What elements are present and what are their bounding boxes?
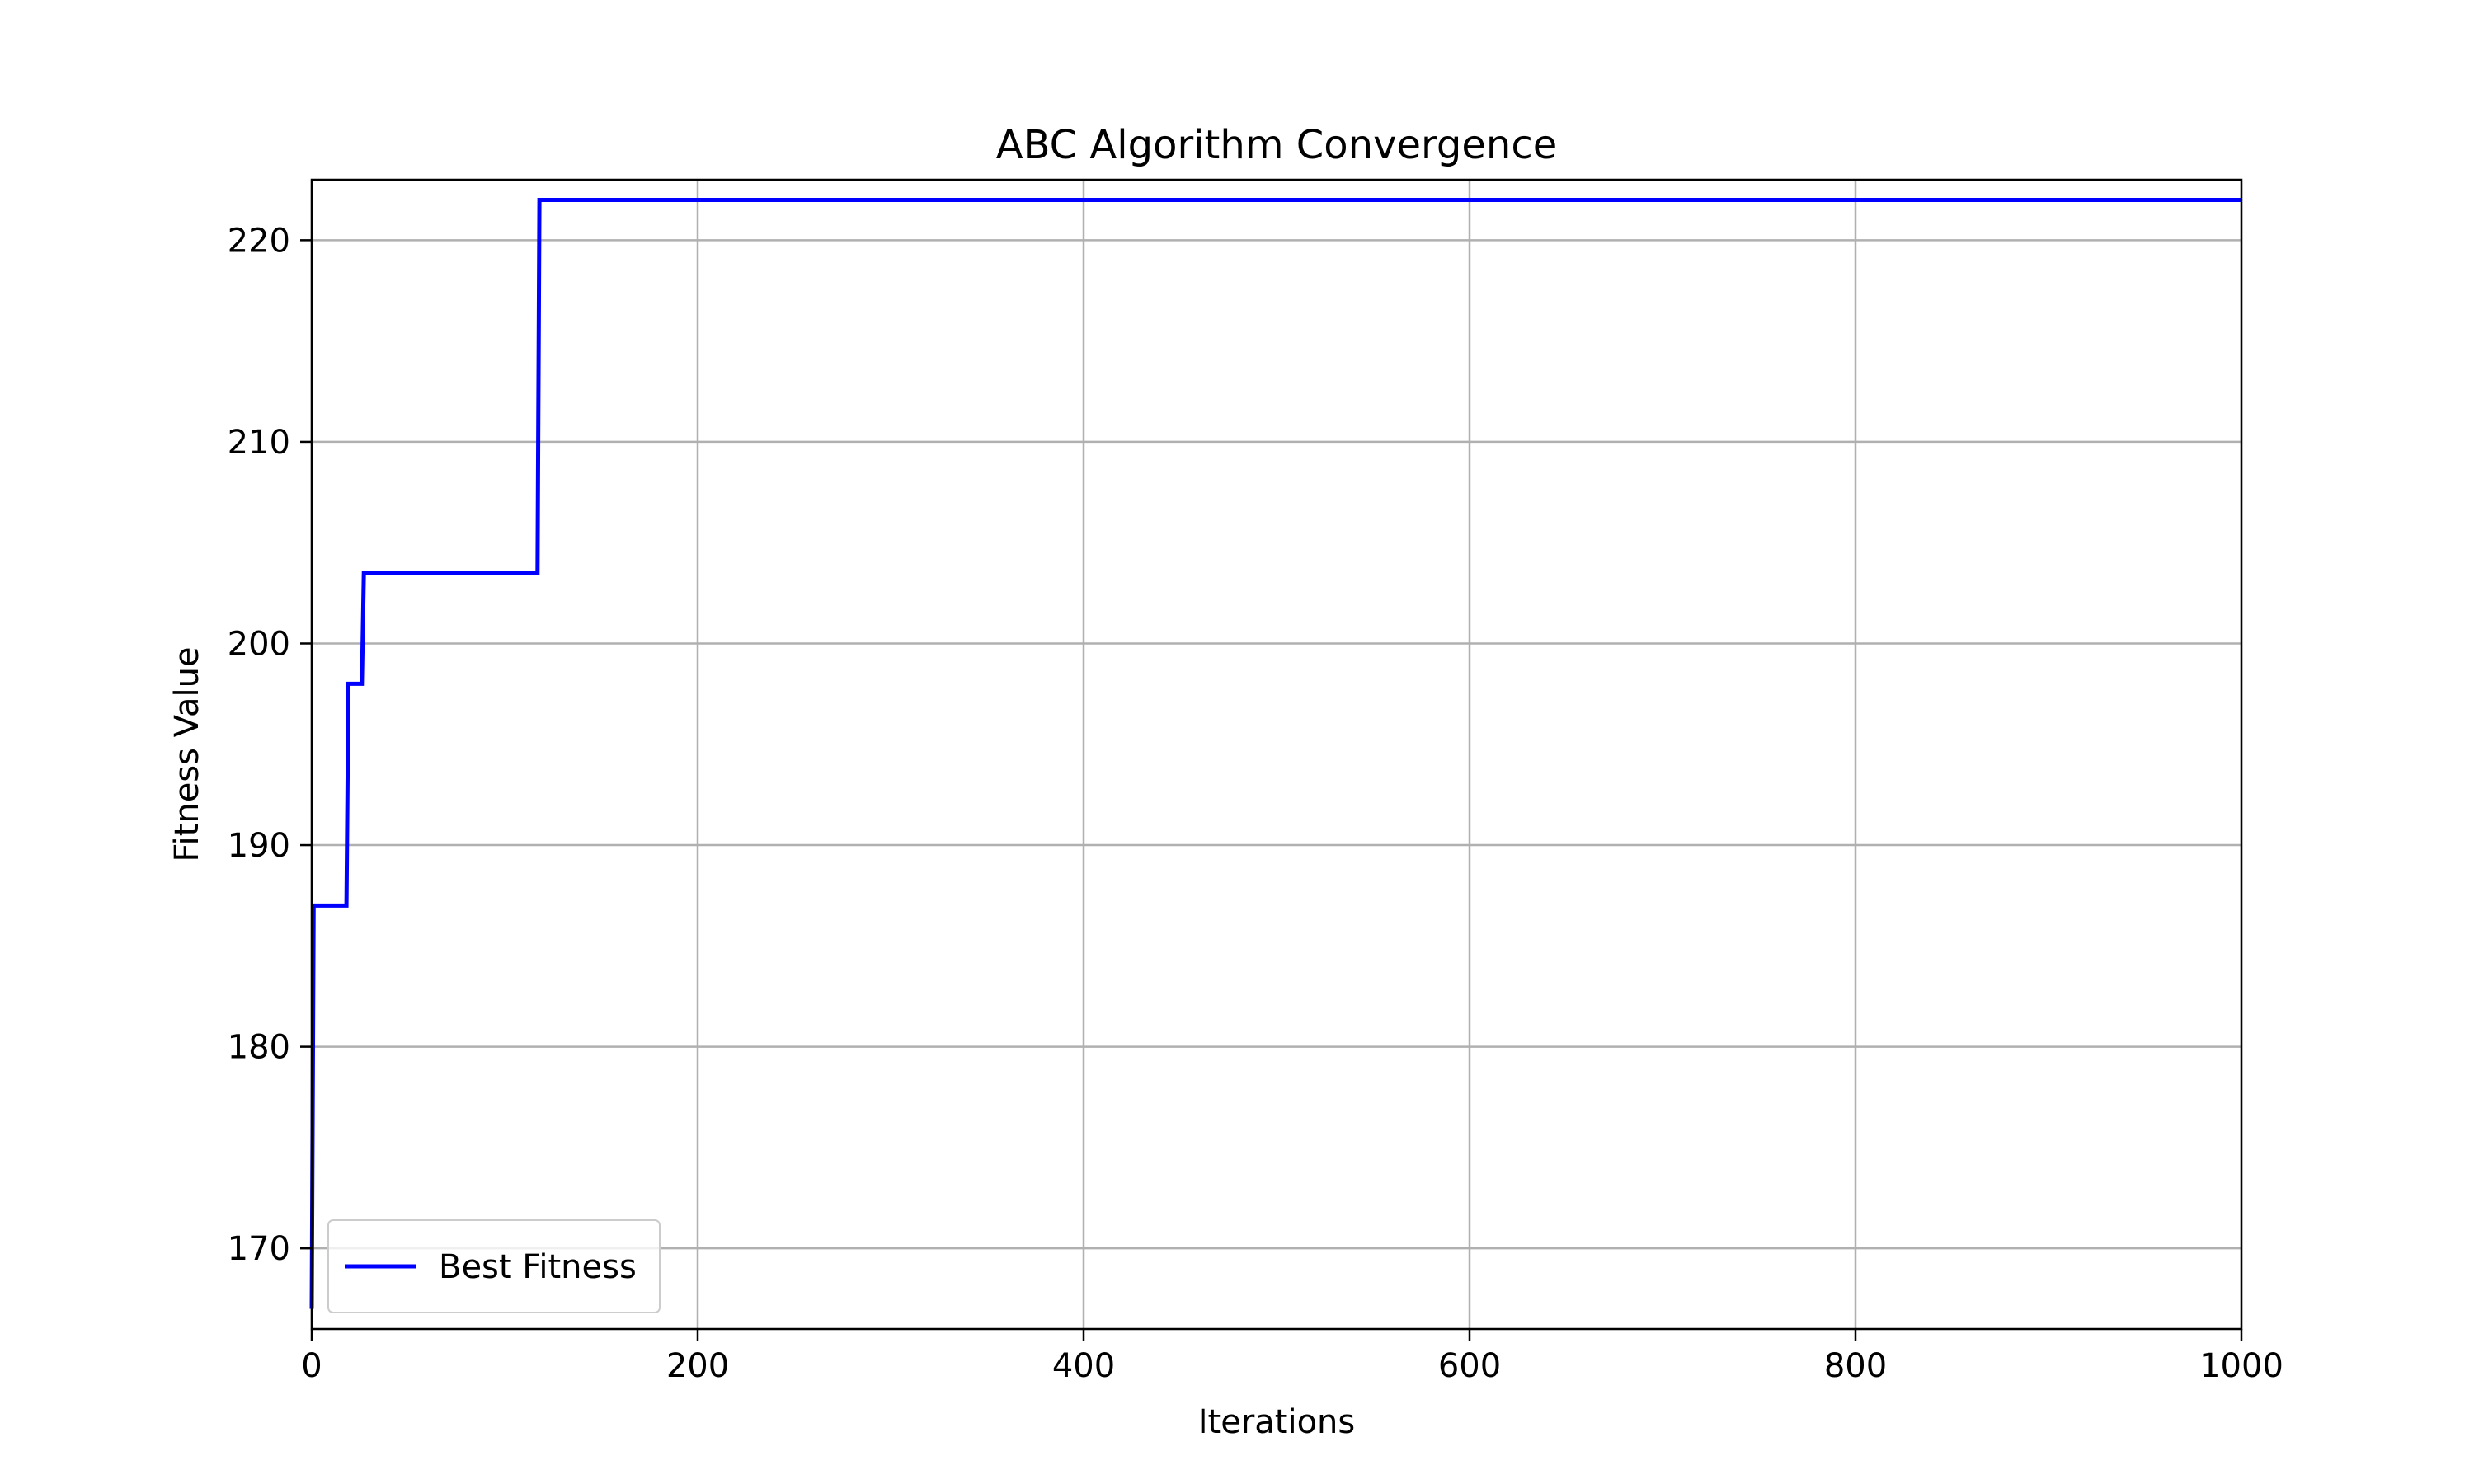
series-line-best-fitness [309, 198, 2241, 1309]
y-tick-label: 190 [228, 827, 290, 865]
x-tick-label: 600 [1438, 1347, 1501, 1385]
y-tick-label: 210 [228, 424, 290, 462]
grid-lines [310, 180, 2243, 1329]
x-tick-label: 0 [301, 1347, 322, 1385]
legend-box [327, 1219, 661, 1313]
x-tick-label: 1000 [2199, 1347, 2284, 1385]
chart-title: ABC Algorithm Convergence [996, 122, 1558, 168]
x-tick-label: 400 [1052, 1347, 1115, 1385]
y-axis-title: Fitness Value [168, 646, 206, 862]
y-tick-label: 170 [228, 1230, 290, 1268]
x-tick-label: 200 [666, 1347, 729, 1385]
plot-area-frame [310, 178, 2243, 1331]
legend-label-best-fitness: Best Fitness [439, 1248, 637, 1286]
x-tick-label: 800 [1824, 1347, 1887, 1385]
axis-ticks: 0 200 400 600 800 1000 170 180 190 200 210 220 [228, 222, 2284, 1385]
x-axis-title: Iterations [1198, 1403, 1356, 1441]
series-layer [309, 198, 2241, 1309]
y-tick-label: 220 [228, 222, 290, 260]
y-tick-label: 180 [228, 1029, 290, 1067]
y-tick-label: 200 [228, 625, 290, 663]
legend: Best Fitness [327, 1219, 661, 1313]
